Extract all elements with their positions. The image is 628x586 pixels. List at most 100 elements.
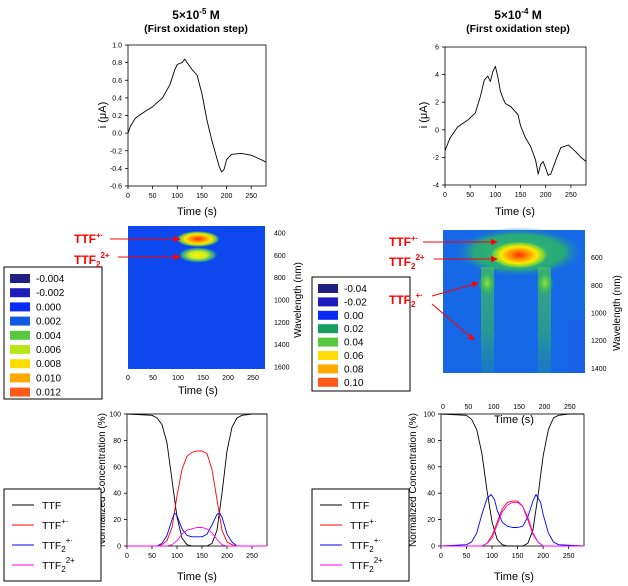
left-spectro-swatch-label: -0.004	[36, 274, 65, 285]
left-spectro-swatch-label: 0.008	[36, 359, 61, 370]
right-cv-xtick-label: 50	[466, 192, 474, 199]
right-label-ttf2-radical-text: TTF	[389, 293, 411, 307]
left-cv-xtick-label: 0	[126, 193, 130, 200]
right-spectro-ytick-label: 800	[591, 283, 603, 290]
left-spectro-swatch	[10, 288, 30, 298]
legend-label-sup: 2+	[374, 556, 383, 565]
left-spectro-xtick-label: 50	[149, 375, 157, 382]
left-spectro-swatch	[10, 345, 30, 354]
left-spectro-ylabel: Wavelength (nm)	[293, 262, 304, 338]
left-cv-ylabel: i (μA)	[97, 102, 109, 129]
left-title-main: 5×10	[172, 8, 199, 22]
right-heatmap-axes: 0 50 100 150 200 250 600 800 1000 1200 1400 Time (s…	[441, 255, 623, 426]
left-cv-ytick-label: -0.4	[110, 166, 122, 173]
legend-label-ttf2_dication: TTF22+	[42, 556, 75, 574]
left-label-ttf2-dication: TTF22+	[74, 251, 110, 269]
left-conc-xtick-label: 50	[148, 553, 156, 560]
legend-label-main: TTF	[350, 560, 369, 572]
right-cv-frame	[444, 46, 587, 186]
right-spectro-ytick-label: 1400	[591, 366, 607, 373]
legend-label-sup: +·	[61, 517, 68, 526]
left-spectro-ytick-label: 1600	[274, 365, 290, 372]
legend-label-main: TTF	[350, 540, 369, 552]
left-conc-series-ttf	[126, 413, 267, 547]
right-annotations: TTF+· TTF22+ TTF2+·	[389, 234, 498, 341]
left-conc-frame	[126, 413, 268, 547]
legend-label-sup: +·	[369, 517, 376, 526]
left-spectro-xlabel: Time (s)	[178, 385, 218, 397]
left-spectro-swatch	[10, 274, 30, 283]
right-spectro-swatch-label: -0.04	[344, 284, 367, 295]
right-conc-xtick-label: 200	[537, 553, 549, 560]
right-concentration-chart: 0 50 100 150 200 250 0 20 40 60 80 100 Time (s) Norma…	[408, 412, 585, 583]
left-cv-frame	[127, 44, 267, 187]
left-conc-series-ttf_radical	[127, 450, 267, 547]
legend-label-ttf: TTF	[42, 500, 61, 512]
left-label-ttf2-dication-sup: 2+	[100, 251, 109, 260]
right-conc-ytick-label: 20	[427, 517, 435, 524]
right-cv-xtick-label: 200	[540, 192, 552, 199]
right-spectro-xlabel: Time (s)	[494, 414, 534, 426]
left-spectro-swatch-label: 0.004	[36, 331, 61, 342]
legend-label-sup: +·	[66, 536, 73, 545]
left-label-ttf2-dication-sub: 2	[96, 260, 101, 269]
legend-label-ttf2_radical: TTF2+·	[42, 536, 73, 554]
right-conc-xtick-label: 100	[486, 553, 498, 560]
right-title: 5×10-4 M (First oxidation step)	[466, 7, 570, 35]
svg-text:5×10-4 M: 5×10-4 M	[494, 7, 542, 22]
left-spectro-xtick-label: 200	[222, 375, 234, 382]
legend-label-ttf_radical: TTF+·	[42, 517, 69, 532]
left-conc-series-ttf2_radical	[127, 512, 267, 547]
right-spectro-ytick-label: 1000	[591, 311, 607, 318]
left-conc-xtick-label: 250	[246, 553, 258, 560]
svg-text:5×10-5 M: 5×10-5 M	[172, 7, 220, 22]
left-label-ttf-radical: TTF+·	[74, 231, 103, 246]
right-spectro-xtick-label: 200	[539, 404, 551, 411]
left-label-ttf-radical-text: TTF	[74, 232, 96, 246]
right-conc-series-ttf2_radical	[440, 494, 585, 547]
left-label-ttf2-dication-text: TTF	[74, 253, 96, 267]
right-heatmap-edge	[568, 320, 585, 373]
legend-label-sup: +·	[374, 536, 381, 545]
left-conc-xtick-label: 150	[196, 553, 208, 560]
right-spectro-swatch	[318, 310, 338, 320]
legend-label-sub: 2	[61, 565, 66, 574]
right-arrow-ttf2-radical-2	[431, 303, 475, 341]
left-spectro-swatch-label: -0.002	[36, 288, 65, 299]
left-heatmap-band-dication	[178, 247, 218, 263]
right-spectro-swatch	[318, 377, 338, 387]
right-cv-ytick-label: 4	[435, 72, 439, 79]
left-cv-ytick-label: -0.6	[110, 184, 122, 191]
right-conc-xtick-label: 150	[512, 553, 524, 560]
right-conc-series-ttf	[440, 413, 584, 547]
left-conc-ytick-label: 100	[109, 412, 121, 419]
left-conc-ytick-label: 20	[113, 517, 121, 524]
left-title-unit: M	[206, 8, 219, 22]
left-cv-xtick-label: 50	[149, 193, 157, 200]
left-spectro-ytick-label: 1400	[274, 342, 290, 349]
right-label-ttf2-dication: TTF22+	[389, 253, 425, 271]
left-legend-box	[3, 488, 102, 582]
right-conc-series-ttf2_dication	[441, 501, 584, 547]
left-conc-ytick-label: 80	[113, 438, 121, 445]
left-heatmap-axes: 0 50 100 150 200 250 400 600 800 1000 1200 1400 1600…	[126, 231, 304, 398]
left-cv-xtick-label: 100	[171, 193, 183, 200]
left-spectro-swatch-label: 0.002	[36, 317, 61, 328]
right-heatmap-band-peak	[489, 241, 549, 269]
right-heatmap-blob-1	[478, 269, 496, 297]
right-spectro-ytick-label: 1200	[591, 338, 607, 345]
legend-label-main: TTF	[350, 520, 369, 532]
right-label-ttf2-radical-sub: 2	[411, 300, 416, 309]
left-spectro-xtick-label: 100	[172, 375, 184, 382]
legend-label-ttf_radical: TTF+·	[350, 517, 377, 532]
right-spectro-swatch	[318, 351, 338, 360]
right-spectro-heatmap: 0 50 100 150 200 250 600 800 1000 1200 1400 Time (s…	[441, 227, 623, 426]
left-spectro-ytick-label: 400	[274, 231, 286, 238]
legend-label-main: TTF	[42, 520, 61, 532]
left-cv-xlabel: Time (s)	[177, 206, 217, 218]
left-conc-xtick-label: 0	[125, 553, 129, 560]
right-cv-xtick-label: 250	[565, 192, 577, 199]
right-spectro-swatch-label: 0.02	[344, 324, 364, 335]
left-conc-ytick-label: 40	[113, 491, 121, 498]
